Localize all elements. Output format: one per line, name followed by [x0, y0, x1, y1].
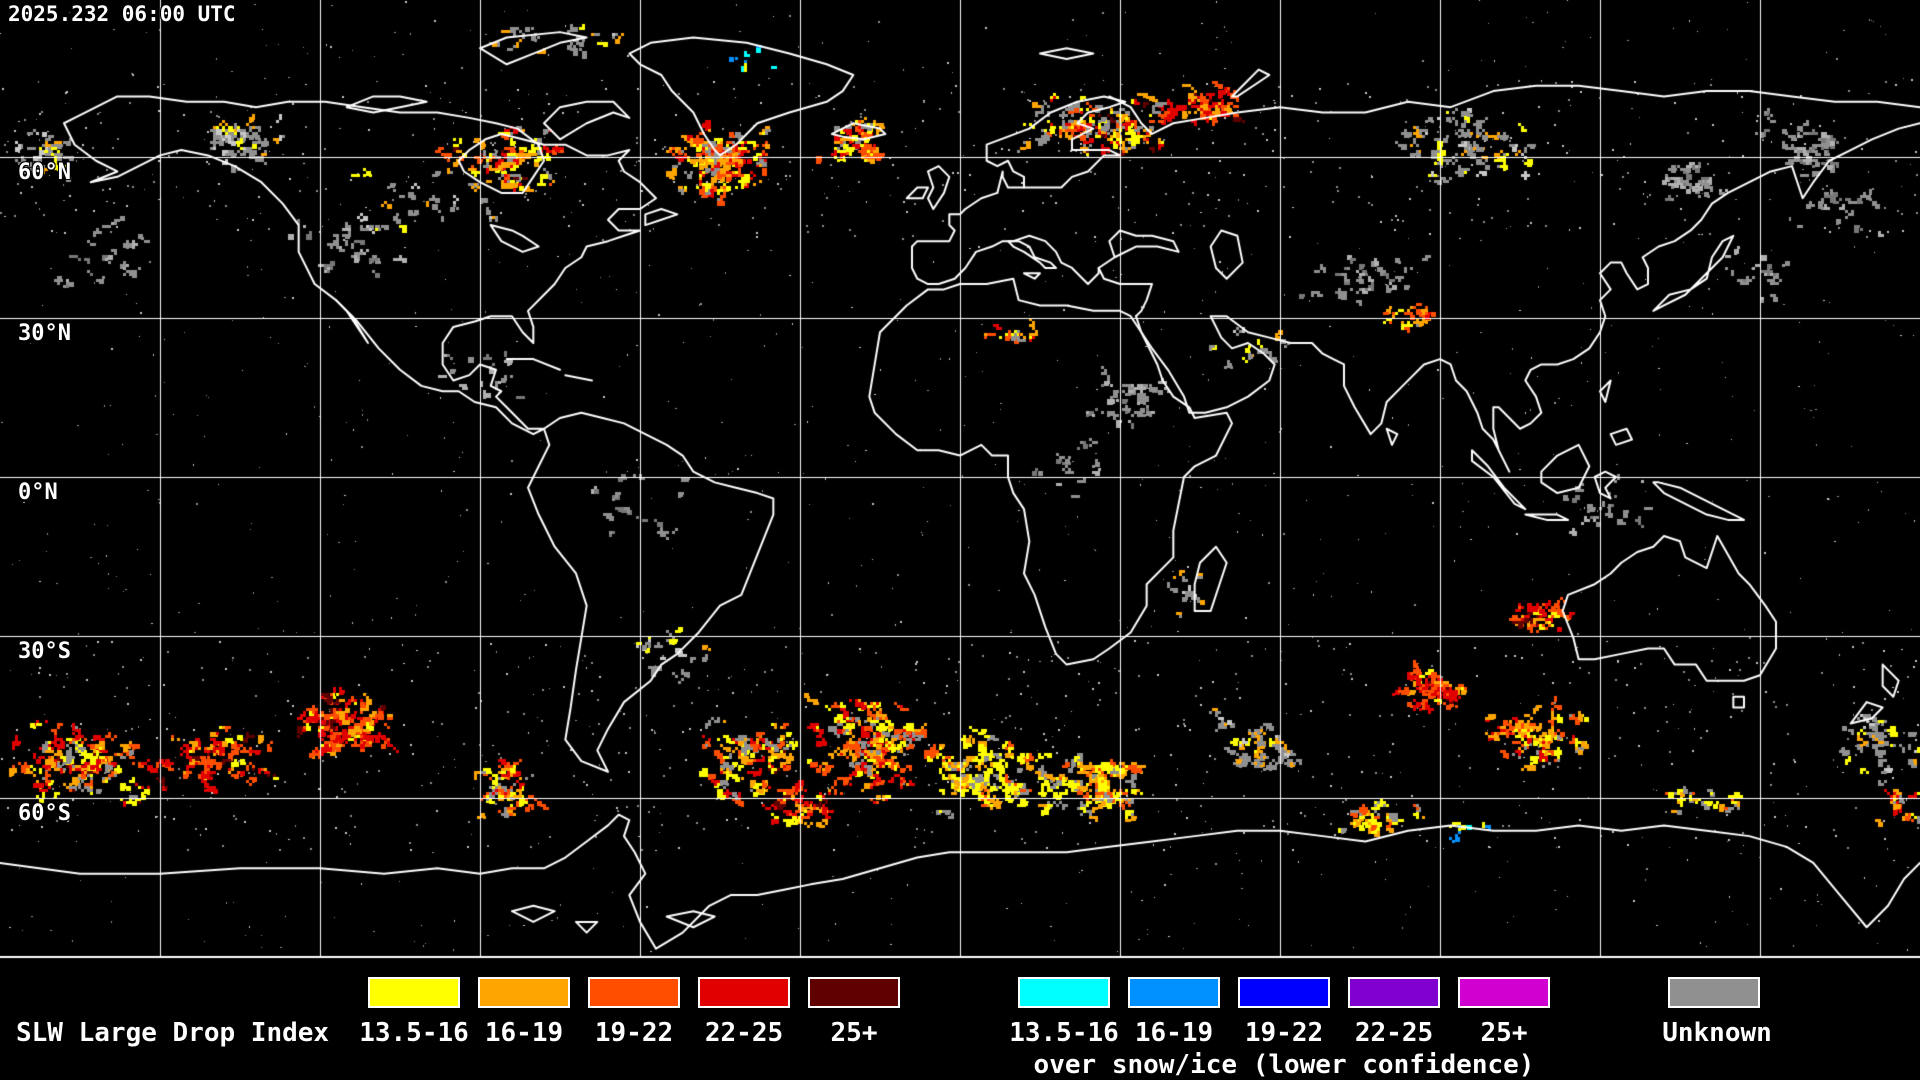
latitude-label-30n: 30°N	[18, 321, 71, 346]
legend-label-ice-16-19: 16-19	[1134, 1018, 1214, 1048]
legend-swatch-slw-16-19	[478, 977, 570, 1008]
legend-swatch-slw-19-22	[588, 977, 680, 1008]
legend-swatch-unknown	[1668, 977, 1760, 1008]
latitude-label-0n: 0°N	[18, 480, 58, 505]
legend-label-unknown: Unknown	[1662, 1018, 1772, 1048]
legend-swatch-slw-25plus	[808, 977, 900, 1008]
legend-swatch-ice-13.5-16	[1018, 977, 1110, 1008]
legend-label-slw-19-22: 19-22	[594, 1018, 674, 1048]
legend-snow-ice-note: over snow/ice (lower confidence)	[1033, 1050, 1535, 1080]
legend-swatch-slw-13.5-16	[368, 977, 460, 1008]
legend-label-slw-25plus: 25+	[830, 1018, 878, 1048]
legend-swatch-ice-25plus	[1458, 977, 1550, 1008]
timestamp: 2025.232 06:00 UTC	[8, 2, 236, 26]
legend-swatch-ice-19-22	[1238, 977, 1330, 1008]
legend-swatch-slw-22-25	[698, 977, 790, 1008]
legend-label-slw-13.5-16: 13.5-16	[359, 1018, 469, 1048]
latitude-label-30s: 30°S	[18, 639, 71, 664]
legend-swatch-ice-22-25	[1348, 977, 1440, 1008]
latitude-label-60s: 60°S	[18, 801, 71, 826]
legend-label-ice-13.5-16: 13.5-16	[1009, 1018, 1119, 1048]
legend-label-slw-16-19: 16-19	[484, 1018, 564, 1048]
legend-swatch-ice-16-19	[1128, 977, 1220, 1008]
legend-label-ice-22-25: 22-25	[1354, 1018, 1434, 1048]
legend-label-slw-22-25: 22-25	[704, 1018, 784, 1048]
legend-label-ice-19-22: 19-22	[1244, 1018, 1324, 1048]
latitude-label-60n: 60°N	[18, 160, 71, 185]
legend-label-ice-25plus: 25+	[1480, 1018, 1528, 1048]
legend-title: SLW Large Drop Index	[16, 1018, 330, 1048]
